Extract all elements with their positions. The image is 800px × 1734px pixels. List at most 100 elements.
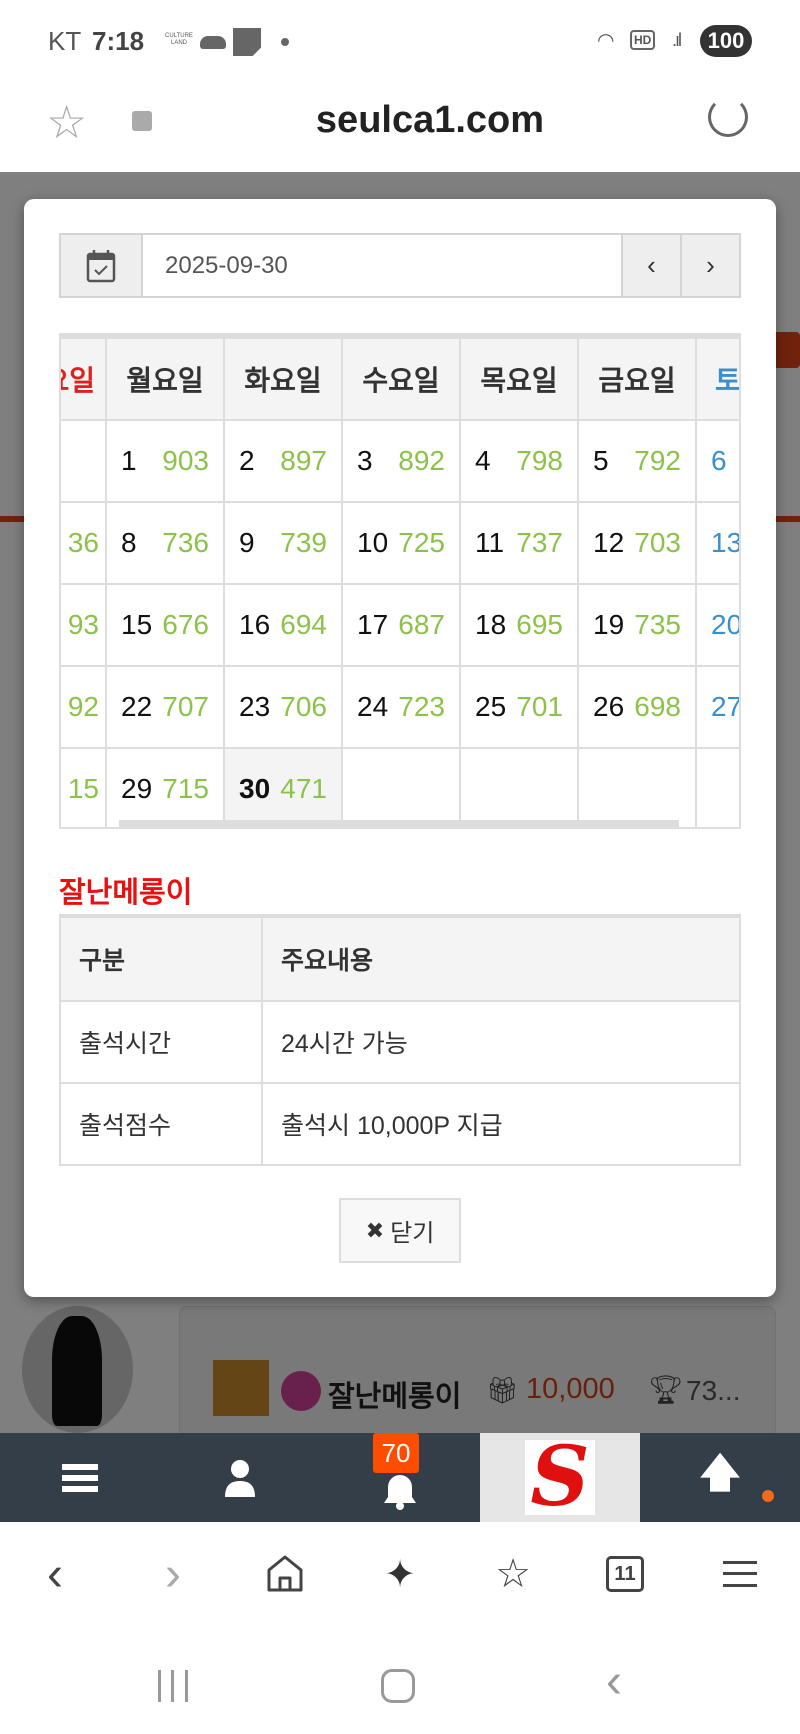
attendance-count: 715 [162, 773, 209, 804]
bookmarks-icon[interactable]: ☆ [495, 1552, 531, 1596]
back-icon[interactable]: ‹ [47, 1547, 63, 1601]
forward-icon[interactable]: › [165, 1547, 181, 1601]
attendance-count: 739 [280, 527, 327, 558]
back-nav-icon[interactable]: ‹ [606, 1655, 622, 1708]
attendance-calendar[interactable]: 일요일월요일화요일수요일목요일금요일토요일 190328973892479857… [59, 333, 741, 829]
browser-menu-icon[interactable] [718, 1552, 762, 1596]
user-title: 잘난메롱이 [59, 877, 193, 909]
day-number: 25 [475, 691, 507, 722]
calendar-day-cell[interactable]: 25 701 [459, 665, 579, 749]
attendance-count: 903 [162, 445, 209, 476]
site-logo-button[interactable]: S [480, 1433, 640, 1522]
signal-icon: .ıl [672, 30, 682, 50]
update-dot [762, 1490, 774, 1502]
day-number: 19 [593, 609, 625, 640]
notifications-button[interactable]: 70 [320, 1433, 480, 1522]
calendar-day-cell[interactable]: 3 892 [341, 419, 461, 503]
calendar-day-cell[interactable]: 92 [61, 665, 107, 749]
calendar-day-cell[interactable]: 4 798 [459, 419, 579, 503]
next-month-button[interactable]: › [680, 235, 739, 296]
close-button[interactable]: ✖ 닫기 [339, 1198, 461, 1263]
attendance-count: 706 [280, 691, 327, 722]
hamburger-icon [62, 1463, 98, 1492]
calendar-day-cell[interactable]: 36 [61, 501, 107, 585]
menu-button[interactable] [0, 1433, 160, 1522]
info-cell: 출석시 10,000P 지급 [261, 1082, 741, 1166]
calendar-day-cell[interactable]: 16 694 [223, 583, 343, 667]
calendar-day-cell[interactable]: 26 698 [577, 665, 697, 749]
calendar-day-cell[interactable]: 12 703 [577, 501, 697, 585]
day-number: 8 [121, 527, 137, 558]
calendar-day-cell[interactable]: 10 725 [341, 501, 461, 585]
user-icon [225, 1459, 255, 1497]
battery-badge: 100 [700, 25, 752, 57]
info-header: 구분 [59, 915, 263, 1002]
notification-badge: 70 [373, 1433, 419, 1473]
site-logo-s: S [525, 1436, 595, 1518]
reload-icon[interactable] [708, 97, 748, 137]
prev-month-button[interactable]: ‹ [621, 235, 680, 296]
calendar-day-cell[interactable]: 30 471 [223, 747, 343, 827]
arrow-up-icon: 🡅︎ [699, 1450, 741, 1495]
calendar-week-row: 36 8 736 9 739 10 725 11 737 12 703 13 [61, 501, 739, 585]
calendar-day-cell[interactable]: 6 [695, 419, 739, 503]
attendance-count: 695 [516, 609, 563, 640]
url-text[interactable]: seulca1.com [315, 99, 545, 141]
calendar-day-cell[interactable]: 29 715 [105, 747, 225, 827]
tabs-icon[interactable]: 11 [603, 1552, 647, 1596]
home-nav-icon[interactable] [381, 1669, 415, 1703]
calendar-day-cell[interactable]: 22 707 [105, 665, 225, 749]
day-number: 11 [475, 527, 505, 558]
cloud-icon [200, 36, 226, 49]
profile-button[interactable] [160, 1433, 320, 1522]
browser-url-bar: ☆ seulca1.com [0, 75, 800, 172]
calendar-day-cell[interactable]: 9 739 [223, 501, 343, 585]
home-icon[interactable] [263, 1552, 307, 1596]
calendar-day-cell[interactable]: 15 676 [105, 583, 225, 667]
date-input[interactable]: 2025-09-30 [143, 235, 621, 296]
calendar-day-cell[interactable]: 1 903 [105, 419, 225, 503]
calendar-day-cell[interactable] [61, 419, 107, 503]
note-icon [233, 28, 261, 56]
attendance-count: 736 [162, 527, 209, 558]
bookmark-star-icon[interactable]: ☆ [46, 96, 88, 148]
info-row: 출석시간 24시간 가능 [59, 1000, 741, 1084]
attendance-count: 703 [634, 527, 681, 558]
info-cell: 24시간 가능 [261, 1000, 741, 1084]
calendar-day-cell[interactable]: 11 737 [459, 501, 579, 585]
hd-voice-icon: HD [630, 30, 656, 50]
calendar-day-cell[interactable]: 17 687 [341, 583, 461, 667]
attendance-count: 36 [67, 527, 99, 558]
calendar-day-cell[interactable]: 27 [695, 665, 739, 749]
recent-apps-icon[interactable] [158, 1670, 188, 1702]
sparkle-icon[interactable]: ✦ [384, 1553, 416, 1596]
calendar-day-cell[interactable]: 13 [695, 501, 739, 585]
calendar-day-cell[interactable]: 5 792 [577, 419, 697, 503]
day-number: 6 [711, 445, 727, 476]
attendance-count: 93 [67, 609, 99, 640]
calendar-day-cell[interactable] [695, 747, 739, 827]
calendar-day-cell[interactable]: 15 [61, 747, 107, 827]
calendar-day-cell[interactable]: 2 897 [223, 419, 343, 503]
calendar-day-cell[interactable] [341, 747, 461, 827]
calendar-check-icon[interactable] [61, 235, 143, 296]
calendar-day-cell[interactable]: 24 723 [341, 665, 461, 749]
calendar-day-cell[interactable]: 18 695 [459, 583, 579, 667]
attendance-count: 737 [516, 527, 563, 558]
scroll-top-button[interactable]: 🡅︎ [640, 1433, 800, 1522]
info-table: 구분 주요내용 출석시간 24시간 가능 출석점수 출석시 10,000P 지급 [59, 914, 741, 1166]
day-number: 24 [357, 691, 389, 722]
calendar-day-cell[interactable] [577, 747, 697, 827]
calendar-day-cell[interactable]: 93 [61, 583, 107, 667]
attendance-modal: 2025-09-30 ‹ › 일요일월요일화요일수요일목요일금요일토요일 190… [24, 199, 776, 1297]
attendance-count: 707 [162, 691, 209, 722]
calendar-day-cell[interactable]: 20 [695, 583, 739, 667]
calendar-horizontal-scrollbar[interactable] [119, 820, 679, 829]
calendar-day-cell[interactable]: 23 706 [223, 665, 343, 749]
calendar-day-cell[interactable] [459, 747, 579, 827]
day-number: 23 [239, 691, 271, 722]
calendar-day-cell[interactable]: 19 735 [577, 583, 697, 667]
day-number: 12 [593, 527, 625, 558]
calendar-day-cell[interactable]: 8 736 [105, 501, 225, 585]
weekday-header: 월요일 [105, 337, 225, 421]
